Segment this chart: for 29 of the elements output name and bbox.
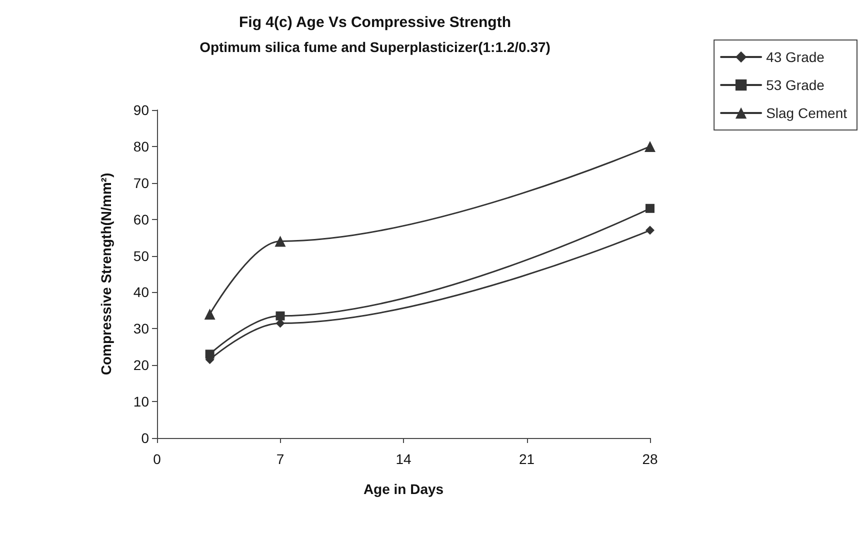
x-tick-label: 14 bbox=[396, 451, 412, 467]
y-tick-label: 80 bbox=[133, 138, 150, 154]
point bbox=[274, 236, 286, 247]
y-tick-label: 60 bbox=[133, 211, 150, 228]
legend-label: 53 Grade bbox=[766, 77, 825, 93]
y-tick-label: 90 bbox=[133, 102, 150, 118]
x-tick-label: 7 bbox=[276, 451, 284, 467]
y-tick-label: 50 bbox=[133, 248, 150, 264]
y-tick-label: 70 bbox=[133, 174, 150, 191]
y-tick-label: 20 bbox=[133, 357, 150, 374]
legend-label: Slag Cement bbox=[766, 105, 848, 121]
x-tick-label: 0 bbox=[153, 451, 162, 467]
chart-title: Fig 4(c) Age Vs Compressive Strength bbox=[238, 14, 512, 31]
point bbox=[276, 311, 285, 320]
y-axis-title: Compressive Strength(N/mm²) bbox=[98, 172, 114, 376]
point bbox=[205, 350, 214, 359]
point bbox=[204, 308, 216, 320]
y-tick-label: 40 bbox=[133, 284, 150, 300]
chart-subtitle: Optimum silica fume and Superplasticizer(1:1.2/0.37) bbox=[200, 39, 550, 55]
y-tick-label: 30 bbox=[133, 320, 150, 337]
x-tick-label: 28 bbox=[642, 451, 658, 467]
legend-label: 43 Grade bbox=[766, 49, 825, 65]
y-tick-label: 10 bbox=[133, 394, 150, 410]
point bbox=[644, 140, 656, 152]
point bbox=[646, 204, 654, 213]
point bbox=[646, 226, 654, 235]
y-tick-label: 0 bbox=[141, 430, 150, 446]
x-tick-label: 21 bbox=[518, 451, 535, 467]
x-axis-title: Age in Days bbox=[363, 481, 444, 497]
